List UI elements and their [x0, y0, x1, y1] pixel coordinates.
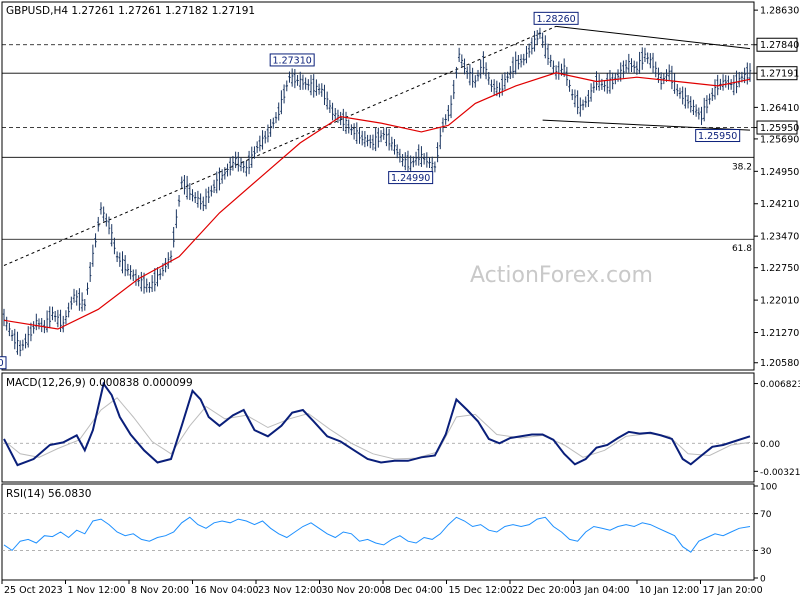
price-axis-label: 1.26410	[760, 103, 799, 114]
price-panel-frame	[1, 1, 755, 371]
time-axis-label: 22 Dec 20:00	[512, 585, 576, 596]
time-axis-label: 15 Dec 12:00	[449, 585, 513, 596]
trendline	[556, 25, 751, 50]
rsi-guide-lines	[2, 513, 754, 551]
price-label-text: 1.20580	[0, 358, 4, 369]
price-axis-highlight	[756, 37, 798, 52]
trendline	[542, 119, 751, 131]
price-axis-label: 1.24950	[760, 167, 799, 178]
price-axis-label: 1.20580	[760, 358, 799, 369]
price-label-text: 1.28260	[536, 14, 575, 25]
price-axis: 1.28630 1.27840 1.27191 1.26410 1.259501.256…	[754, 6, 799, 369]
rsi-axis-label: 100	[760, 483, 777, 493]
price-axis-label: 1.27840	[760, 40, 799, 51]
trendline	[3, 25, 557, 266]
time-axis-label: 25 Oct 2023	[4, 585, 63, 596]
price-axis-label: 1.28630	[760, 6, 799, 17]
time-axis-label: 8 Nov 20:00	[131, 585, 189, 596]
rsi-axis: 100 70 30 0	[754, 483, 777, 585]
price-axis-highlight	[756, 66, 798, 81]
price-axis-label: 1.27191	[760, 69, 799, 80]
price-axis-label: 1.22750	[760, 263, 799, 274]
rsi-line	[3, 516, 751, 553]
rsi-axis-label: 0	[760, 575, 766, 585]
price-title: GBPUSD,H4 1.27261 1.27261 1.27182 1.2719…	[6, 5, 255, 17]
macd-line	[3, 381, 751, 467]
rsi-axis-label: 30	[760, 547, 772, 557]
price-label-box: 1.20580	[0, 356, 7, 370]
fib-label: 61.8	[732, 244, 752, 254]
price-levels: 38.2 61.8	[2, 44, 754, 254]
price-label-text: 1.27310	[273, 55, 312, 66]
rsi-title: RSI(14) 56.0830	[6, 488, 91, 500]
price-axis-label: 1.21270	[760, 328, 799, 339]
price-series	[2, 27, 752, 357]
time-axis-label: 17 Jan 20:00	[703, 585, 763, 596]
macd-title: MACD(12,26,9) 0.000838 0.000099	[6, 377, 193, 389]
macd-axis-label: 0.00	[760, 440, 780, 450]
macd-panel-frame	[1, 372, 755, 483]
rsi-panel-frame	[1, 483, 755, 581]
price-axis-label: 1.25950	[760, 123, 799, 134]
time-axis-label: 8 Dec 04:00	[385, 585, 443, 596]
macd-signal-line	[3, 397, 751, 460]
price-axis-highlight	[756, 120, 798, 135]
price-label-text: 1.25950	[698, 131, 737, 142]
price-label-box: 1.24990	[388, 171, 434, 185]
time-axis-label: 3 Jan 04:00	[576, 585, 630, 596]
moving-average-line	[3, 72, 751, 330]
price-label-box: 1.28260	[533, 11, 579, 25]
trendlines	[3, 25, 751, 266]
fib-label: 38.2	[732, 162, 752, 172]
macd-axis: 0.006823 0.00 -0.00321	[754, 380, 800, 478]
price-label-text: 1.24990	[391, 173, 430, 184]
time-axis-label: 23 Nov 12:00	[258, 585, 322, 596]
time-axis-label: 16 Nov 04:00	[195, 585, 259, 596]
price-axis-label: 1.24210	[760, 199, 799, 210]
price-label-box: 1.25950	[695, 129, 741, 143]
price-label-box: 1.27310	[269, 53, 315, 67]
time-axis-label: 30 Nov 20:00	[322, 585, 386, 596]
rsi-axis-label: 70	[760, 510, 772, 520]
watermark: ActionForex.com	[470, 263, 653, 288]
time-axis-label: 1 Nov 12:00	[68, 585, 126, 596]
time-axis-label: 10 Jan 12:00	[639, 585, 699, 596]
price-axis-label: 1.22010	[760, 296, 799, 307]
macd-axis-label: 0.006823	[760, 380, 800, 390]
price-axis-label: 1.23470	[760, 232, 799, 243]
price-annotations: 1.28260 1.27310 1.24990 1.25950 1.20580	[0, 11, 741, 370]
price-axis-label: 1.25690	[760, 134, 799, 145]
macd-axis-label: -0.00321	[760, 468, 800, 478]
time-axis: 25 Oct 2023 1 Nov 12:00 8 Nov 20:00 16 Nov …	[1, 580, 763, 596]
